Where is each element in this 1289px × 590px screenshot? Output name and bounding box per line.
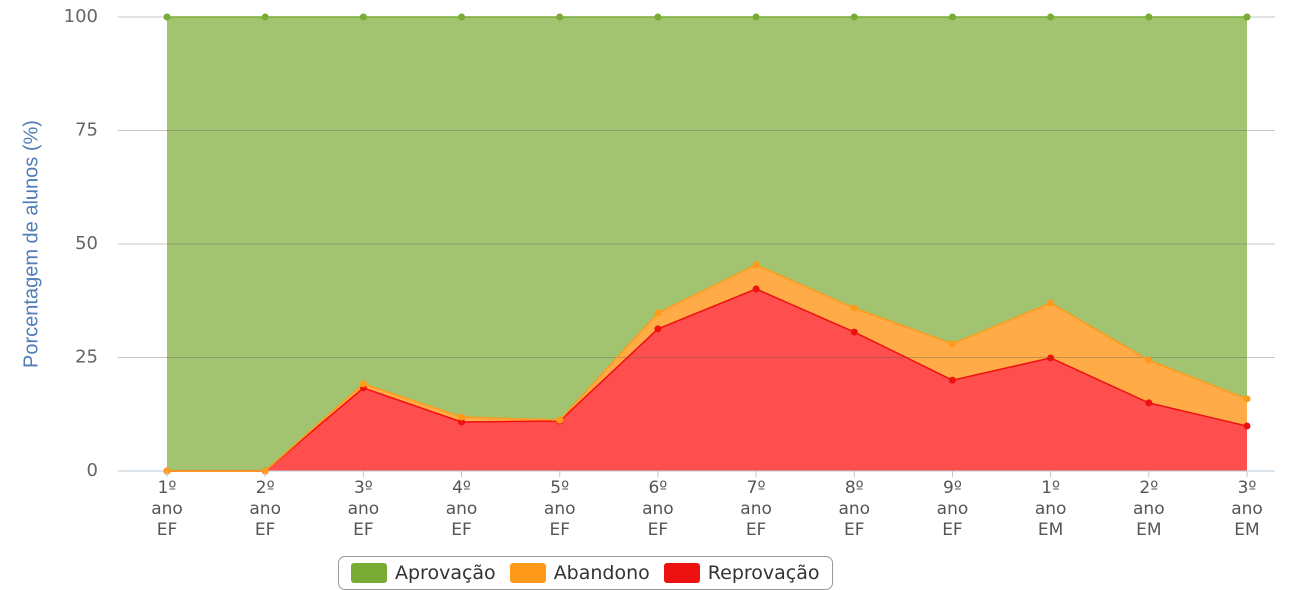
x-tick-label: 9º ano EF — [936, 478, 969, 540]
legend-label: Abandono — [553, 562, 650, 584]
y-tick-label: 50 — [75, 233, 98, 254]
data-point — [1243, 13, 1251, 21]
data-point — [458, 418, 466, 426]
data-point — [752, 261, 760, 269]
x-tick-label: 5º ano EF — [543, 478, 576, 540]
data-point — [948, 376, 956, 384]
data-point — [850, 13, 858, 21]
data-point — [556, 13, 564, 21]
legend-item: Aprovação — [351, 562, 496, 584]
series-line — [167, 288, 1248, 472]
data-point — [1047, 13, 1055, 21]
x-tick-label: 8º ano EF — [838, 478, 871, 540]
legend-swatch — [351, 563, 387, 583]
y-axis-label: Porcentagem de alunos (%) — [20, 120, 42, 368]
data-point — [458, 413, 466, 421]
x-tick-label: 6º ano EF — [642, 478, 674, 540]
legend-swatch — [509, 563, 546, 583]
data-point — [458, 13, 466, 21]
data-point — [654, 325, 662, 333]
legend-swatch — [663, 563, 700, 583]
data-point — [556, 416, 564, 424]
x-tick-label: 2º ano EF — [249, 478, 281, 540]
legend-label: Reprovação — [707, 562, 820, 584]
x-tick-label: 4º ano EF — [445, 478, 478, 540]
data-point — [359, 380, 367, 388]
area-fill — [167, 288, 1247, 471]
data-point — [850, 328, 858, 336]
y-tick-label: 75 — [75, 120, 98, 141]
y-tick-label: 100 — [64, 6, 98, 27]
data-point — [163, 13, 171, 21]
x-tick-label: 1º ano EF — [151, 478, 183, 540]
area-fill — [167, 264, 1247, 471]
data-point — [261, 13, 269, 21]
x-tick-label: 2º ano EM — [1133, 478, 1165, 540]
x-tick-label: 3º ano EF — [347, 478, 380, 540]
y-tick-label: 25 — [75, 347, 98, 368]
data-point — [948, 340, 956, 348]
legend-item: Reprovação — [663, 562, 820, 584]
data-point — [1047, 354, 1055, 362]
data-point — [948, 13, 956, 21]
legend-label: Aprovação — [395, 562, 496, 584]
series-line — [167, 264, 1248, 472]
data-point — [1145, 399, 1153, 407]
data-point — [1145, 356, 1153, 364]
x-tick-label: 1º ano EM — [1034, 478, 1067, 540]
x-tick-label: 7º ano EF — [740, 478, 772, 540]
data-point — [850, 304, 858, 312]
data-point — [654, 13, 662, 21]
data-point — [1243, 395, 1251, 403]
data-point — [752, 285, 760, 293]
data-point — [1243, 422, 1251, 430]
x-tick-label: 3º ano EM — [1231, 478, 1263, 540]
data-point — [752, 13, 760, 21]
y-tick-label: 0 — [87, 460, 98, 481]
data-point — [1047, 299, 1055, 307]
area-fill — [167, 17, 1247, 471]
legend: Aprovação Abandono Reprovação — [338, 556, 833, 590]
legend-item: Abandono — [509, 562, 650, 584]
data-point — [1145, 13, 1153, 21]
data-point — [654, 309, 662, 317]
data-point — [359, 13, 367, 21]
